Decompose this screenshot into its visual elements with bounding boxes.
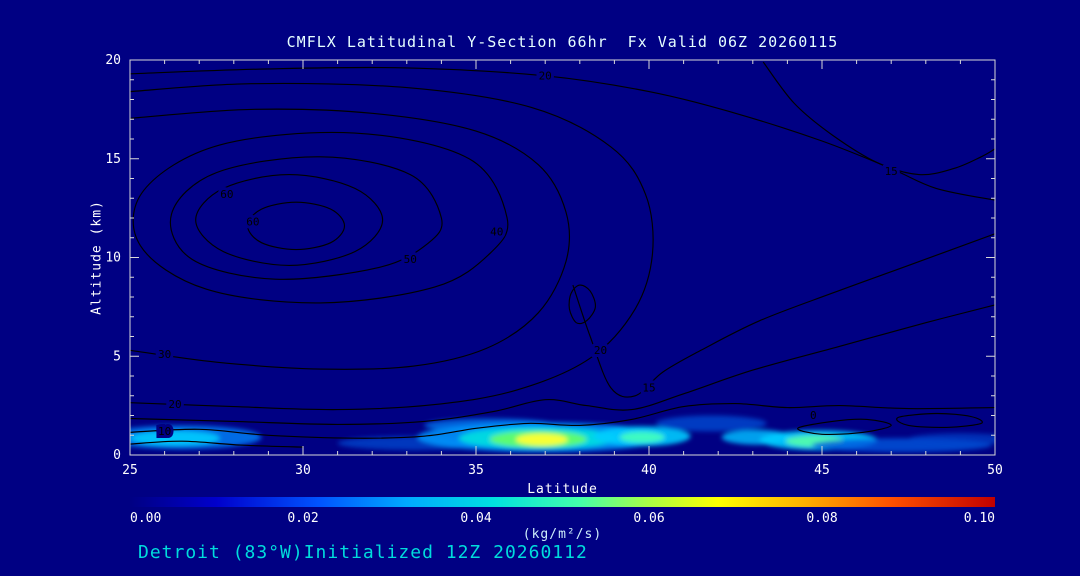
x-tick-label: 45 — [814, 463, 830, 478]
contour-label: 20 — [539, 69, 552, 82]
footer-text: Detroit (83°W)Initialized 12Z 20260112 — [138, 542, 588, 563]
contour-line-60 — [247, 201, 346, 251]
contour-label: 60 — [246, 215, 259, 228]
contour-line-30 — [568, 284, 597, 325]
x-axis-label: Latitude — [527, 482, 598, 497]
contour-label: 0 — [810, 409, 817, 422]
tick-labels-layer: 25 30 35 40 45 50 0 5 10 15 20 — [105, 53, 1002, 478]
contour-line-60 — [195, 174, 384, 266]
axes-layer — [129, 59, 996, 456]
colorbar-tick-label: 0.04 — [460, 511, 492, 526]
contour-line-40 — [132, 131, 509, 304]
colorbar-tick-label: 0.00 — [130, 511, 162, 526]
contour-label: 15 — [642, 381, 655, 394]
y-tick-label: 0 — [113, 448, 121, 463]
colorbar — [130, 497, 995, 507]
contour-line-30 — [130, 108, 571, 370]
contour-line-0 — [896, 412, 983, 429]
x-tick-label: 25 — [122, 463, 138, 478]
contour-lines-layer — [130, 61, 995, 448]
contour-line-20 — [130, 82, 654, 411]
contour-line-50 — [169, 156, 443, 280]
x-tick-label: 30 — [295, 463, 311, 478]
colorbar-tick-label: 0.06 — [633, 511, 665, 526]
contour-label: 40 — [490, 225, 503, 238]
x-tick-label: 50 — [987, 463, 1003, 478]
colorbar-tick-label: 0.02 — [287, 511, 319, 526]
contour-line-10 — [130, 403, 995, 439]
contour-line-15 — [762, 61, 995, 176]
contour-line-5 — [130, 440, 304, 448]
contour-label: 60 — [220, 188, 233, 201]
flux-blob — [619, 431, 665, 443]
flux-blob — [908, 433, 995, 446]
chart-title: CMFLX Latitudinal Y-Section 66hr Fx Vali… — [286, 33, 839, 51]
colorbar-ticks: 0.00 0.02 0.04 0.06 0.08 0.10 — [130, 511, 995, 526]
y-tick-label: 5 — [113, 349, 121, 364]
plot-border — [129, 59, 996, 456]
shaded-flux-layer — [130, 415, 995, 453]
flux-blob — [515, 433, 568, 446]
contour-line-20 — [130, 66, 995, 201]
contour-label: 20 — [594, 344, 607, 357]
colorbar-tick-label: 0.08 — [806, 511, 838, 526]
contour-label: 50 — [404, 253, 417, 266]
colorbar-units-label: (kg/m²/s) — [522, 527, 603, 542]
contour-line-15 — [572, 233, 995, 398]
contour-label: 15 — [885, 165, 898, 178]
flux-blob — [655, 415, 767, 432]
y-tick-label: 15 — [105, 152, 121, 167]
contour-labels-layer: 20 15 60 60 50 40 30 20 10 20 15 0 — [155, 66, 901, 440]
y-axis-label: Altitude (km) — [89, 200, 105, 315]
contour-line-5 — [130, 304, 995, 425]
y-tick-label: 20 — [105, 53, 121, 68]
x-tick-label: 35 — [468, 463, 484, 478]
contour-label: 30 — [158, 348, 171, 361]
colorbar-tick-label: 0.10 — [963, 511, 995, 526]
x-tick-label: 40 — [641, 463, 657, 478]
contour-line-0 — [797, 418, 892, 436]
y-tick-label: 10 — [105, 251, 121, 266]
contour-label: 10 — [158, 425, 171, 438]
contour-label: 20 — [168, 398, 181, 411]
